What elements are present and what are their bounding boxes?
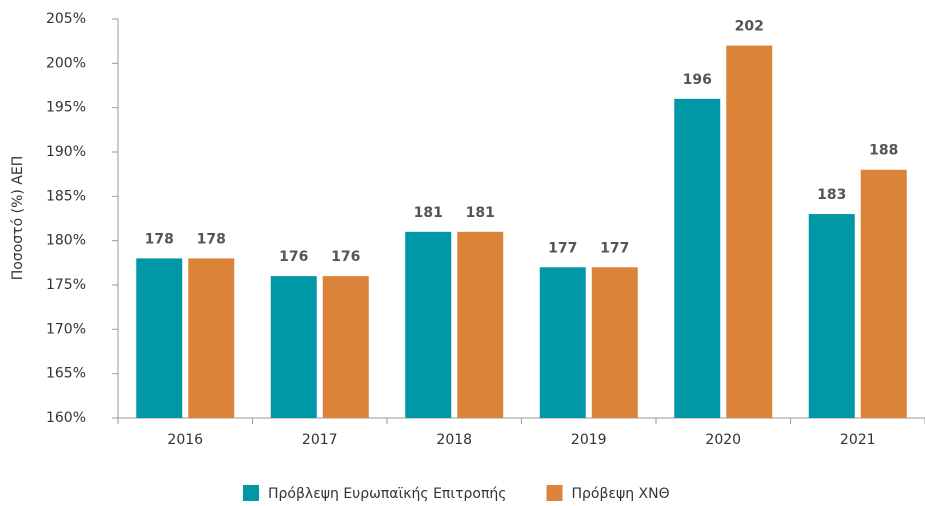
bar [405, 231, 452, 418]
bar [270, 276, 317, 418]
data-label: 177 [600, 240, 629, 256]
data-label: 178 [197, 231, 226, 247]
y-axis-label: Ποσοστό (%) ΑΕΠ [10, 156, 26, 280]
x-tick-label: 2020 [705, 432, 741, 448]
data-label: 176 [279, 249, 308, 265]
legend-label: Πρόβλεψη Ευρωπαϊκής Επιτροπής [268, 486, 506, 502]
x-tick-label: 2019 [571, 432, 607, 448]
legend-label: Πρόβεψη ΧΝΘ [571, 486, 669, 502]
data-label: 196 [683, 72, 712, 88]
bar [726, 45, 773, 418]
bar [136, 258, 183, 418]
y-tick-label: 165% [46, 366, 86, 382]
data-label: 177 [548, 240, 577, 256]
y-tick-label: 160% [46, 410, 86, 426]
data-label: 188 [869, 143, 898, 159]
y-tick-label: 170% [46, 321, 86, 337]
y-tick-label: 175% [46, 277, 86, 293]
x-tick-label: 2021 [840, 432, 876, 448]
bar [457, 231, 504, 418]
x-tick-label: 2018 [436, 432, 472, 448]
bar [591, 267, 638, 418]
legend-swatch [243, 485, 259, 501]
data-label: 202 [735, 19, 764, 35]
data-label: 181 [414, 205, 443, 221]
y-tick-label: 195% [46, 100, 86, 116]
bar [808, 214, 855, 418]
x-tick-label: 2016 [167, 432, 203, 448]
legend-swatch [546, 485, 563, 501]
y-tick-label: 205% [46, 11, 86, 27]
y-tick-label: 180% [46, 233, 86, 249]
y-tick-label: 190% [46, 144, 86, 160]
bar [322, 276, 369, 418]
data-label: 181 [466, 205, 495, 221]
bar [860, 169, 907, 418]
bar [539, 267, 586, 418]
data-label: 178 [145, 231, 174, 247]
y-tick-label: 200% [46, 55, 86, 71]
data-label: 176 [331, 249, 360, 265]
bar [188, 258, 235, 418]
y-tick-label: 185% [46, 188, 86, 204]
bar [674, 98, 721, 419]
data-label: 183 [817, 187, 846, 203]
x-tick-label: 2017 [302, 432, 338, 448]
